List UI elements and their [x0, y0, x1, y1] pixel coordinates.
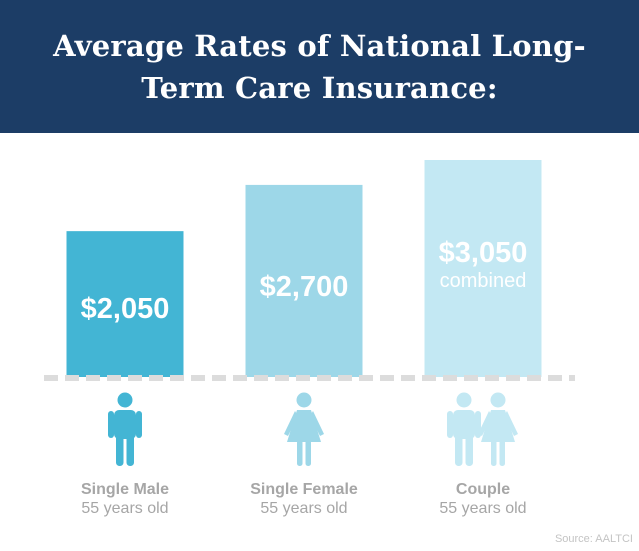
bars-layer	[66, 160, 542, 377]
header-banner: Average Rates of National Long-Term Care…	[0, 0, 639, 133]
bar-single-male	[66, 231, 184, 377]
male-person-icon	[108, 392, 142, 466]
category-sublabel-single-female: 55 years old	[260, 500, 347, 517]
bar-value-label-couple: $3,050	[439, 237, 528, 269]
bar-sublabel-couple: combined	[440, 270, 527, 292]
bar-single-female	[245, 184, 363, 377]
category-label-single-female: Single Female	[250, 481, 358, 498]
bar-couple	[424, 160, 542, 377]
bar-value-label-single-male: $2,050	[81, 293, 170, 325]
category-label-couple: Couple	[456, 481, 510, 498]
bar-value-label-single-female: $2,700	[260, 271, 349, 303]
couple-male-figure	[447, 392, 481, 466]
category-label-single-male: Single Male	[81, 481, 169, 498]
category-sublabel-single-male: 55 years old	[81, 500, 168, 517]
bar-chart: $2,050 Single Male 55 years old $2,700 Singl…	[44, 160, 575, 517]
couple-icon	[447, 392, 518, 466]
icons-layer	[108, 392, 518, 466]
chart-title: Average Rates of National Long-Term Care…	[53, 28, 586, 105]
source-note: Source: AALTCI	[554, 533, 633, 545]
labels-layer: $2,050 Single Male 55 years old $2,700 Singl…	[81, 237, 528, 517]
couple-female-figure	[478, 392, 518, 466]
female-person-icon	[284, 392, 324, 466]
category-sublabel-couple: 55 years old	[439, 500, 526, 517]
